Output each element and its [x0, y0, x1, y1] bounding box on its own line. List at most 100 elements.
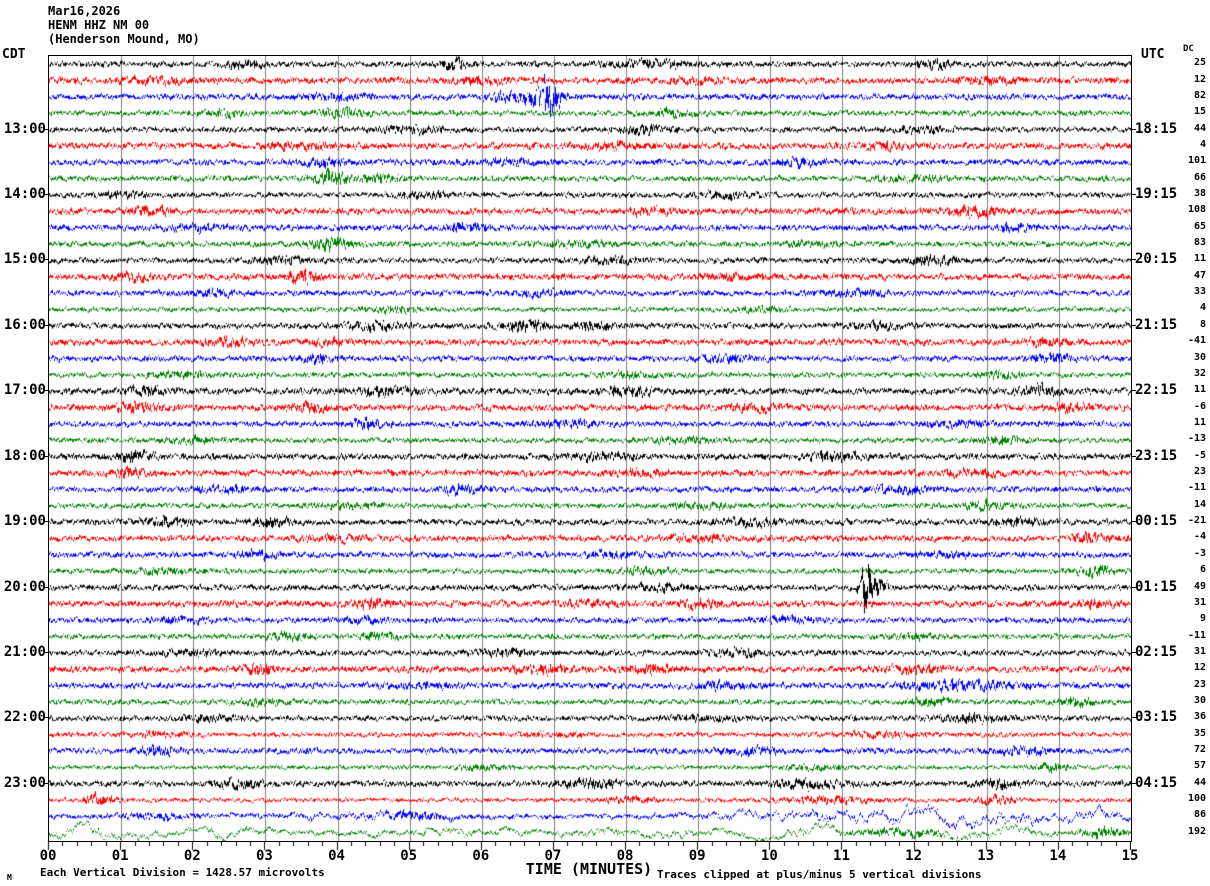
dc-offset-value: 66	[1193, 171, 1206, 183]
dc-offset-value: 38	[1193, 188, 1206, 199]
hour-tick	[43, 259, 48, 260]
left-time-label: 19:00	[3, 513, 46, 530]
clip-note: Traces clipped at plus/minus 5 vertical …	[657, 868, 982, 881]
hour-tick	[1131, 259, 1136, 260]
hour-tick	[1131, 652, 1136, 653]
hour-tick	[43, 456, 48, 457]
right-time-label: 19:15	[1135, 186, 1178, 202]
hour-tick	[1131, 783, 1136, 784]
left-time-label: 23:00	[3, 774, 46, 791]
right-time-label: 22:15	[1135, 382, 1178, 399]
hour-tick	[43, 129, 48, 130]
dc-offset-value: 49	[1193, 580, 1206, 592]
left-time-label: 17:00	[3, 382, 46, 399]
left-time-label: 15:00	[3, 251, 46, 268]
dc-offset-value: -13	[1187, 433, 1206, 445]
hour-tick	[1131, 129, 1136, 130]
dc-offset-value: 36	[1193, 711, 1206, 723]
dc-offset-value: -11	[1187, 482, 1206, 494]
hour-tick	[43, 325, 48, 326]
dc-offset-value: 100	[1187, 793, 1206, 805]
hour-tick	[43, 390, 48, 391]
dc-offset-value: 4	[1199, 138, 1206, 150]
dc-offset-value: 11	[1193, 384, 1206, 396]
hour-tick	[1131, 587, 1136, 588]
left-time-label: 16:00	[3, 316, 46, 333]
hour-tick	[1131, 456, 1136, 457]
dc-offset-value: 44	[1193, 122, 1206, 134]
dc-offset-value: 14	[1193, 498, 1206, 510]
title-station: HENM HHZ NM 00	[48, 18, 150, 32]
hour-tick	[43, 717, 48, 718]
watermark-mark: M	[7, 873, 12, 882]
x-axis-tick-label: 06	[472, 848, 490, 864]
dc-offset-value: 57	[1193, 760, 1206, 772]
timezone-left-label: CDT	[2, 47, 26, 62]
right-time-label: 18:15	[1135, 120, 1178, 137]
right-time-label: 02:15	[1135, 643, 1178, 660]
x-axis-tick-label: 01	[111, 848, 129, 864]
left-time-label: 21:00	[3, 643, 46, 660]
x-axis-tick-label: 12	[905, 848, 923, 864]
dc-offset-value: 82	[1193, 89, 1206, 101]
dc-offset-column-label: DC	[1183, 44, 1194, 54]
dc-offset-value: -21	[1187, 515, 1206, 527]
dc-offset-value: 12	[1193, 662, 1206, 674]
x-axis-ticks-canvas	[47, 841, 1131, 852]
hour-tick	[43, 194, 48, 195]
dc-offset-value: 12	[1193, 73, 1206, 85]
hour-tick	[1131, 194, 1136, 195]
hour-tick	[43, 521, 48, 522]
title-date: Mar16,2026	[48, 4, 121, 18]
x-axis-tick-label: 03	[255, 848, 273, 864]
x-axis-tick-label: 14	[1049, 848, 1067, 864]
dc-offset-value: -11	[1187, 629, 1206, 641]
x-axis-tick-label: 02	[183, 848, 201, 864]
x-axis-tick-label: 04	[328, 848, 345, 864]
dc-offset-value: -3	[1193, 547, 1206, 559]
hour-tick	[43, 652, 48, 653]
hour-tick	[43, 783, 48, 784]
dc-offset-value: 30	[1193, 351, 1206, 363]
left-time-label: 13:00	[3, 120, 46, 137]
dc-offset-value: 25	[1193, 57, 1206, 69]
plot-frame	[48, 55, 1132, 842]
dc-offset-value: 31	[1193, 596, 1206, 608]
left-time-label: 18:00	[3, 447, 46, 464]
right-time-label: 01:15	[1135, 578, 1178, 595]
x-axis-tick-label: 05	[400, 848, 418, 864]
right-time-label: 21:15	[1135, 316, 1178, 333]
dc-offset-value: 23	[1193, 466, 1206, 478]
hour-tick	[1131, 521, 1136, 522]
dc-offset-value: 44	[1193, 776, 1206, 788]
dc-offset-value: 33	[1193, 286, 1206, 298]
dc-offset-value: 23	[1193, 678, 1206, 690]
right-time-label: 00:15	[1135, 513, 1178, 530]
x-axis-tick-label: 07	[544, 848, 562, 864]
dc-offset-value: 6	[1199, 564, 1206, 576]
dc-offset-value: 31	[1193, 645, 1206, 657]
dc-offset-value: 108	[1187, 204, 1206, 216]
left-time-label: 20:00	[3, 578, 46, 595]
dc-offset-value: 65	[1193, 220, 1206, 232]
dc-offset-value: -41	[1187, 335, 1206, 347]
dc-offset-value: 47	[1193, 269, 1206, 281]
dc-offset-value: 30	[1193, 694, 1206, 706]
x-axis-tick-label: 00	[39, 848, 57, 864]
seismogram-traces-canvas	[49, 56, 1131, 841]
x-axis-tick-label: 13	[977, 848, 995, 864]
dc-offset-value: -6	[1193, 400, 1206, 412]
x-axis-title: TIME (MINUTES)	[525, 860, 653, 878]
dc-offset-value: 11	[1193, 253, 1206, 265]
dc-offset-value: 83	[1193, 237, 1206, 249]
dc-offset-value: 8	[1199, 318, 1206, 330]
x-axis-tick-label: 08	[616, 848, 634, 864]
dc-offset-value: 15	[1193, 106, 1206, 118]
dc-offset-value: -5	[1193, 449, 1206, 461]
right-time-label: 20:15	[1135, 251, 1178, 268]
x-axis-tick-label: 09	[688, 848, 706, 864]
right-time-label: 23:15	[1135, 447, 1178, 464]
dc-offset-value: 4	[1199, 302, 1206, 314]
x-axis-tick-label: 15	[1121, 848, 1139, 864]
right-time-label: 03:15	[1135, 709, 1178, 726]
